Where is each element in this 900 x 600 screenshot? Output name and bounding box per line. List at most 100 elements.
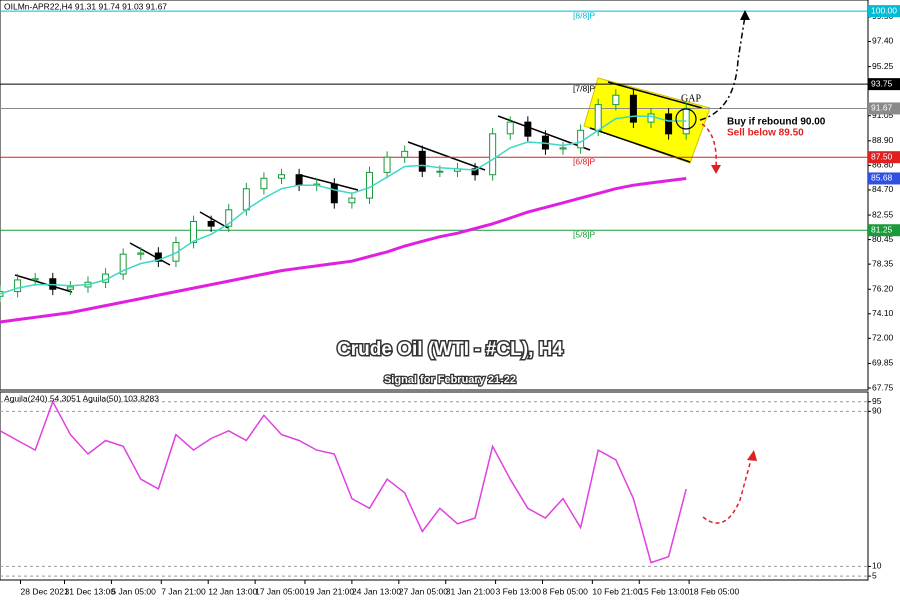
- candle-body: [365, 171, 373, 199]
- level-box: [868, 5, 900, 18]
- candle-body: [190, 220, 198, 244]
- candle-body: [207, 220, 215, 227]
- candle-body: [471, 168, 479, 176]
- sell-arrow-head: [711, 165, 721, 174]
- x-tick-label: 28 Dec 2021: [21, 586, 69, 596]
- candle-body: [137, 252, 145, 255]
- candle-body: [225, 209, 233, 227]
- y-tick-label: 84.70: [872, 184, 894, 194]
- osc-arrow: [702, 455, 753, 524]
- plot: 99.5097.4095.2591.0588.9086.8084.7082.55…: [0, 5, 900, 596]
- x-tick-label: 31 Dec 13:00: [65, 586, 116, 596]
- level-box: [868, 224, 900, 237]
- candle-body: [418, 150, 426, 172]
- moving-average: [0, 177, 687, 324]
- y-tick-label: 80.45: [872, 234, 894, 244]
- level-box-label: 87.50: [871, 151, 893, 161]
- x-tick-label: 10 Feb 21:00: [592, 586, 642, 596]
- candle-body: [401, 150, 409, 158]
- candle-body: [594, 104, 602, 131]
- x-tick-label: 8 Feb 05:00: [543, 586, 589, 596]
- x-tick-label: 7 Jan 21:00: [161, 586, 206, 596]
- level-box: [868, 102, 900, 115]
- level-box-label: 91.67: [871, 103, 893, 113]
- y-tick-label: 72.00: [872, 333, 894, 343]
- candle-body: [66, 286, 74, 290]
- oscillator-panel: [0, 391, 869, 581]
- candle-body: [559, 147, 567, 150]
- chart-subtitle: Signal for February 21-22: [384, 374, 516, 386]
- candle-body: [242, 188, 250, 211]
- level-box-label: 85.68: [871, 173, 893, 183]
- sell-label: Sell below 89.50: [727, 128, 804, 139]
- candle-body: [524, 121, 532, 137]
- y-tick-label: 82.55: [872, 209, 894, 219]
- candle-body: [436, 170, 444, 173]
- x-tick-label: 24 Jan 13:00: [352, 586, 401, 596]
- x-tick-label: 5 Jan 05:00: [111, 586, 156, 596]
- y-tick-label: 69.85: [872, 358, 894, 368]
- y-tick-label: 88.90: [872, 135, 894, 145]
- y-tick-label: 91.05: [872, 110, 894, 120]
- candle-body: [506, 121, 514, 135]
- candle-body: [647, 113, 655, 123]
- y-tick-label: 95: [872, 396, 882, 406]
- y-tick-label: 95.25: [872, 61, 894, 71]
- gap-circle: [675, 108, 697, 130]
- level-name: [5/8]P: [573, 229, 596, 239]
- sell-arrow: [701, 123, 717, 169]
- level-box-label: 100.00: [871, 5, 897, 15]
- level-box: [868, 151, 900, 164]
- x-tick-label: 27 Jan 05:00: [399, 586, 448, 596]
- candle-body: [278, 174, 286, 179]
- oscillator-line: [0, 399, 687, 564]
- y-tick-label: 90: [872, 406, 882, 416]
- y-tick-label: 86.80: [872, 160, 894, 170]
- buy-arrow-head: [740, 10, 750, 20]
- candle-body: [295, 174, 303, 186]
- x-tick-label: 17 Jan 05:00: [255, 586, 304, 596]
- x-tick-label: 15 Feb 13:00: [639, 586, 689, 596]
- candle-body: [330, 183, 338, 204]
- level-box-label: 93.75: [871, 78, 893, 88]
- y-tick-label: 78.35: [872, 258, 894, 268]
- gap-label: GAP: [681, 93, 701, 104]
- oscillator-header: Aguila(240) 54.3051 Aguila(50) 103.8283: [4, 393, 159, 403]
- x-tick-label: 19 Jan 21:00: [305, 586, 354, 596]
- chart-header: OILMn-APR22,H4 91.31 91.74 91.03 91.67: [4, 1, 167, 11]
- level-box: [868, 172, 900, 185]
- main-panel: [0, 0, 869, 391]
- candle-body: [119, 253, 127, 275]
- candle-body: [577, 129, 585, 149]
- candle-body: [612, 94, 620, 106]
- candle-body: [260, 177, 268, 190]
- candle-body: [348, 197, 356, 204]
- level-name: [8/8]P: [573, 10, 596, 20]
- candle-body: [14, 279, 22, 293]
- y-tick-label: 76.20: [872, 284, 894, 294]
- moving-average: [0, 115, 687, 295]
- candle-body: [383, 156, 391, 173]
- candle-body: [154, 252, 162, 262]
- x-tick-label: 18 Feb 05:00: [689, 586, 739, 596]
- y-tick-label: 74.10: [872, 308, 894, 318]
- candle-body: [31, 278, 39, 281]
- y-tick-label: 5: [872, 570, 877, 580]
- x-tick-label: 12 Jan 13:00: [208, 586, 257, 596]
- osc-arrow-head: [747, 450, 757, 461]
- buy-arrow: [699, 15, 746, 121]
- level-name: [6/8]P: [573, 156, 596, 166]
- level-box-label: 81.25: [871, 224, 893, 234]
- y-tick-label: 10: [872, 561, 882, 571]
- candle-body: [665, 113, 673, 135]
- level-name: [7/8]P: [573, 83, 596, 93]
- x-tick-label: 3 Feb 13:00: [496, 586, 542, 596]
- level-box: [868, 78, 900, 91]
- y-tick-label: 67.75: [872, 382, 894, 392]
- x-tick-label: 31 Jan 21:00: [446, 586, 495, 596]
- candle-body: [629, 94, 637, 123]
- y-tick-label: 97.40: [872, 36, 894, 46]
- chart-title: Crude Oil (WTI - #CL), H4: [337, 339, 563, 360]
- buy-label: Buy if rebound 90.00: [727, 117, 826, 128]
